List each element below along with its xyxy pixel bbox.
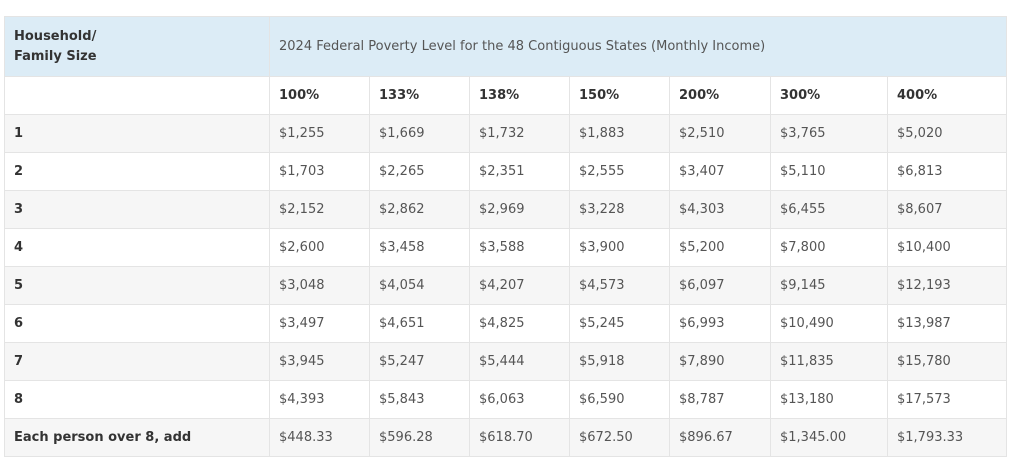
- income-cell: $13,180: [770, 380, 888, 419]
- household-size-cell: 4: [4, 228, 270, 267]
- income-cell: $8,787: [669, 380, 771, 419]
- household-size-header-line2: Family Size: [14, 48, 97, 64]
- income-cell: $596.28: [369, 418, 470, 457]
- income-cell: $1,703: [269, 152, 370, 191]
- table-row: 5 $3,048 $4,054 $4,207 $4,573 $6,097 $9,…: [4, 266, 1008, 305]
- household-size-cell: 2: [4, 152, 270, 191]
- income-cell: $2,265: [369, 152, 470, 191]
- table-row: 4 $2,600 $3,458 $3,588 $3,900 $5,200 $7,…: [4, 228, 1008, 267]
- income-cell: $17,573: [886, 380, 1008, 419]
- income-cell: $5,020: [886, 114, 1008, 153]
- percent-header-row: 100% 133% 138% 150% 200% 300% 400%: [4, 76, 1008, 115]
- income-cell: $15,780: [886, 342, 1008, 381]
- income-cell: $5,444: [469, 342, 570, 381]
- income-cell: $1,669: [369, 114, 470, 153]
- table-caption: 2024 Federal Poverty Level for the 48 Co…: [268, 16, 1008, 77]
- income-cell: $12,193: [886, 266, 1008, 305]
- income-cell: $2,969: [469, 190, 570, 229]
- income-cell: $3,458: [369, 228, 470, 267]
- income-cell: $6,590: [569, 380, 670, 419]
- income-cell: $618.70: [469, 418, 570, 457]
- income-cell: $5,245: [569, 304, 670, 343]
- income-cell: $3,048: [269, 266, 370, 305]
- income-cell: $1,793.33: [886, 418, 1008, 457]
- table-body: 1 $1,255 $1,669 $1,732 $1,883 $2,510 $3,…: [4, 114, 1008, 457]
- household-size-cell: 8: [4, 380, 270, 419]
- table-row-additional-person: Each person over 8, add $448.33 $596.28 …: [4, 418, 1008, 457]
- poverty-level-table: Household/ Family Size 2024 Federal Pove…: [4, 16, 1008, 457]
- income-cell: $672.50: [569, 418, 670, 457]
- income-cell: $5,110: [770, 152, 888, 191]
- income-cell: $2,351: [469, 152, 570, 191]
- income-cell: $4,573: [569, 266, 670, 305]
- income-cell: $2,510: [669, 114, 771, 153]
- percent-header: 300%: [770, 76, 888, 115]
- income-cell: $7,890: [669, 342, 771, 381]
- household-size-cell: 3: [4, 190, 270, 229]
- household-size-header-line1: Household/: [14, 28, 97, 44]
- income-cell: $2,862: [369, 190, 470, 229]
- household-size-cell: 1: [4, 114, 270, 153]
- income-cell: $5,918: [569, 342, 670, 381]
- table-row: 3 $2,152 $2,862 $2,969 $3,228 $4,303 $6,…: [4, 190, 1008, 229]
- income-cell: $4,207: [469, 266, 570, 305]
- table-title-row: Household/ Family Size 2024 Federal Pove…: [4, 16, 1008, 77]
- table-row: 2 $1,703 $2,265 $2,351 $2,555 $3,407 $5,…: [4, 152, 1008, 191]
- income-cell: $3,900: [569, 228, 670, 267]
- income-cell: $4,651: [369, 304, 470, 343]
- table-row: 8 $4,393 $5,843 $6,063 $6,590 $8,787 $13…: [4, 380, 1008, 419]
- income-cell: $1,732: [469, 114, 570, 153]
- household-size-header: Household/ Family Size: [4, 16, 270, 77]
- income-cell: $6,063: [469, 380, 570, 419]
- income-cell: $13,987: [886, 304, 1008, 343]
- household-size-cell: Each person over 8, add: [4, 418, 270, 457]
- percent-header: 138%: [469, 76, 570, 115]
- income-cell: $7,800: [770, 228, 888, 267]
- household-size-cell: 5: [4, 266, 270, 305]
- income-cell: $2,555: [569, 152, 670, 191]
- income-cell: $10,490: [770, 304, 888, 343]
- income-cell: $4,303: [669, 190, 771, 229]
- percent-header: 400%: [886, 76, 1008, 115]
- income-cell: $2,600: [269, 228, 370, 267]
- income-cell: $1,345.00: [770, 418, 888, 457]
- income-cell: $9,145: [770, 266, 888, 305]
- percent-header: 133%: [369, 76, 470, 115]
- income-cell: $5,200: [669, 228, 771, 267]
- income-cell: $1,883: [569, 114, 670, 153]
- income-cell: $10,400: [886, 228, 1008, 267]
- income-cell: $8,607: [886, 190, 1008, 229]
- table-row: 1 $1,255 $1,669 $1,732 $1,883 $2,510 $3,…: [4, 114, 1008, 153]
- income-cell: $3,945: [269, 342, 370, 381]
- percent-header: 100%: [269, 76, 370, 115]
- income-cell: $6,993: [669, 304, 771, 343]
- percent-header: 200%: [669, 76, 771, 115]
- income-cell: $3,228: [569, 190, 670, 229]
- income-cell: $3,765: [770, 114, 888, 153]
- poverty-level-table-container: Household/ Family Size 2024 Federal Pove…: [4, 16, 1008, 457]
- income-cell: $6,455: [770, 190, 888, 229]
- household-size-cell: 7: [4, 342, 270, 381]
- income-cell: $1,255: [269, 114, 370, 153]
- income-cell: $896.67: [669, 418, 771, 457]
- income-cell: $5,843: [369, 380, 470, 419]
- income-cell: $11,835: [770, 342, 888, 381]
- income-cell: $448.33: [269, 418, 370, 457]
- income-cell: $5,247: [369, 342, 470, 381]
- income-cell: $6,097: [669, 266, 771, 305]
- income-cell: $3,497: [269, 304, 370, 343]
- income-cell: $4,054: [369, 266, 470, 305]
- household-size-cell: 6: [4, 304, 270, 343]
- income-cell: $6,813: [886, 152, 1008, 191]
- income-cell: $3,588: [469, 228, 570, 267]
- income-cell: $4,825: [469, 304, 570, 343]
- percent-header-blank: [4, 76, 270, 115]
- table-row: 7 $3,945 $5,247 $5,444 $5,918 $7,890 $11…: [4, 342, 1008, 381]
- income-cell: $3,407: [669, 152, 771, 191]
- percent-header: 150%: [569, 76, 670, 115]
- table-row: 6 $3,497 $4,651 $4,825 $5,245 $6,993 $10…: [4, 304, 1008, 343]
- income-cell: $2,152: [269, 190, 370, 229]
- income-cell: $4,393: [269, 380, 370, 419]
